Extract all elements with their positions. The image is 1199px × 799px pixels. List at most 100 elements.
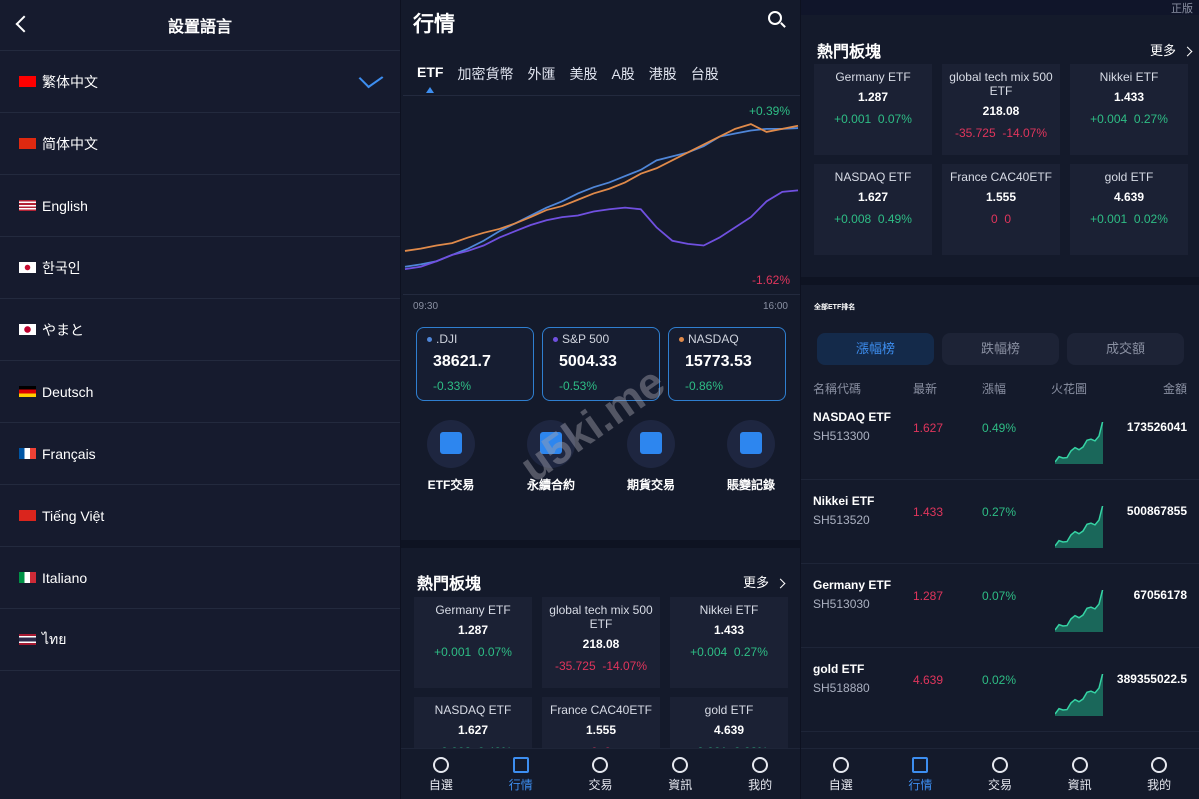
sector-percent: -14.07% — [1002, 126, 1048, 140]
hot-sector-card[interactable]: Nikkei ETF 1.433 +0.004 0.27% — [670, 597, 788, 688]
tab-market[interactable]: 外匯 — [527, 66, 556, 82]
nav-item[interactable]: 資訊 — [640, 749, 720, 799]
language-item[interactable]: Deutsch — [0, 361, 400, 423]
account-record-icon — [740, 432, 762, 454]
nav-item[interactable]: 交易 — [561, 749, 641, 799]
index-card[interactable]: NASDAQ 15773.53 -0.86% — [668, 327, 786, 401]
quick-action[interactable]: 永續合約 — [511, 420, 591, 493]
sector-price: 1.627 — [457, 723, 489, 737]
etf-name: Nikkei ETF — [813, 494, 875, 508]
quick-action[interactable]: 賬變記錄 — [711, 420, 791, 493]
index-name: S&P 500 — [562, 332, 610, 346]
language-item[interactable]: Tiếng Việt — [0, 485, 400, 547]
nav-icon — [432, 757, 449, 773]
etf-amount: 67056178 — [1133, 588, 1187, 602]
nav-item[interactable]: 行情 — [481, 749, 561, 799]
hot-sector-card[interactable]: Germany ETF 1.287 +0.001 0.07% — [414, 597, 532, 688]
tab-market[interactable]: 加密貨幣 — [457, 66, 514, 82]
header: 設置語言 — [0, 0, 400, 51]
sector-name: NASDAQ ETF — [434, 703, 512, 717]
language-item[interactable]: やまと — [0, 299, 400, 361]
nav-label: 交易 — [987, 778, 1012, 792]
taiwan-flag-icon — [19, 76, 36, 87]
table-row[interactable]: gold ETF SH518880 4.639 0.02% 389355022.5 — [801, 648, 1199, 732]
nav-label: 自選 — [428, 778, 453, 792]
language-item[interactable]: Italiano — [0, 547, 400, 609]
sector-change: +0.001 — [1090, 212, 1128, 226]
language-label: やまと — [42, 321, 84, 338]
ranking-tab[interactable]: 跌幅榜 — [942, 333, 1059, 365]
hot-sector-card[interactable]: France CAC40ETF 1.555 0 0 — [942, 164, 1060, 255]
nav-item[interactable]: 行情 — [881, 749, 961, 799]
series-dot-icon — [679, 337, 684, 343]
top-strip — [801, 0, 1199, 15]
etf-change: 0.07% — [982, 589, 1017, 603]
tab-market[interactable]: 台股 — [690, 66, 719, 82]
quick-action-label: 賬變記錄 — [726, 478, 775, 492]
nav-item[interactable]: 我的 — [1119, 749, 1199, 799]
sector-percent: 0.07% — [877, 112, 912, 126]
sector-change: +0.001 — [834, 112, 872, 126]
tab-market[interactable]: A股 — [611, 66, 635, 82]
perpetual-contract-icon — [540, 432, 562, 454]
hot-sector-card[interactable]: global tech mix 500 ETF 218.08 -35.725 -14… — [542, 597, 660, 688]
language-item[interactable]: 繁体中文 — [0, 51, 400, 113]
language-item[interactable]: 한국인 — [0, 237, 400, 299]
nav-item[interactable]: 交易 — [960, 749, 1040, 799]
nav-icon — [512, 757, 529, 773]
ranking-tab[interactable]: 成交額 — [1067, 333, 1184, 365]
hot-sector-card[interactable]: gold ETF 4.639 +0.001 0.02% — [1070, 164, 1188, 255]
language-label: ไทย — [42, 630, 67, 647]
language-item[interactable]: 简体中文 — [0, 113, 400, 175]
hot-sector-card[interactable]: Germany ETF 1.287 +0.001 0.07% — [814, 64, 932, 155]
hot-sector-card[interactable]: NASDAQ ETF 1.627 +0.008 0.49% — [814, 164, 932, 255]
tab-market[interactable]: ETF — [417, 64, 443, 93]
index-card[interactable]: S&P 500 5004.33 -0.53% — [542, 327, 660, 401]
sector-change: +0.001 — [434, 645, 472, 659]
sparkline — [1055, 422, 1104, 464]
nav-item[interactable]: 自選 — [401, 749, 481, 799]
nav-item[interactable]: 資訊 — [1040, 749, 1120, 799]
index-card[interactable]: .DJI 38621.7 -0.33% — [416, 327, 534, 401]
sector-name: gold ETF — [1104, 170, 1154, 184]
quick-action-label: 永續合約 — [526, 478, 575, 492]
korea-flag-icon — [19, 262, 36, 273]
sector-name: Nikkei ETF — [1099, 70, 1159, 84]
tab-market[interactable]: 港股 — [648, 66, 677, 82]
hot-sector-card[interactable]: Nikkei ETF 1.433 +0.004 0.27% — [1070, 64, 1188, 155]
ranking-tab[interactable]: 漲幅榜 — [817, 333, 934, 365]
quick-action[interactable]: ETF交易 — [411, 420, 491, 493]
language-item[interactable]: Français — [0, 423, 400, 485]
sector-name: global tech mix 500 ETF — [949, 70, 1053, 98]
vietnam-flag-icon — [19, 510, 36, 521]
search-icon[interactable] — [768, 11, 782, 25]
sector-percent: 0.49% — [877, 212, 912, 226]
sector-price: 1.555 — [585, 723, 617, 737]
nav-item[interactable]: 我的 — [720, 749, 800, 799]
chart-end-time: 16:00 — [762, 301, 788, 312]
more-link[interactable]: 更多 — [1150, 40, 1191, 59]
quick-action[interactable]: 期貨交易 — [611, 420, 691, 493]
table-row[interactable]: Nikkei ETF SH513520 1.433 0.27% 500867855 — [801, 480, 1199, 564]
nav-label: 行情 — [908, 778, 933, 792]
etf-amount: 500867855 — [1126, 504, 1187, 518]
table-row[interactable]: NASDAQ ETF SH513300 1.627 0.49% 173526041 — [801, 396, 1199, 480]
table-row[interactable]: Germany ETF SH513030 1.287 0.07% 67056178 — [801, 564, 1199, 648]
nav-item[interactable]: 自選 — [801, 749, 881, 799]
index-change: -0.86% — [685, 379, 724, 393]
nav-label: 資訊 — [1067, 778, 1092, 792]
language-item[interactable]: ไทย — [0, 609, 400, 671]
tab-market[interactable]: 美股 — [569, 66, 598, 82]
more-link[interactable]: 更多 — [743, 572, 784, 591]
language-item[interactable]: English — [0, 175, 400, 237]
chart-series-line — [404, 127, 799, 268]
hot-sector-card[interactable]: global tech mix 500 ETF 218.08 -35.725 -14… — [942, 64, 1060, 155]
sector-percent: 0.07% — [477, 645, 512, 659]
nav-icon — [752, 757, 769, 773]
etf-price: 1.287 — [913, 589, 944, 603]
hot-sectors-title: 熱門板塊 — [417, 576, 482, 593]
index-value: 38621.7 — [433, 353, 491, 370]
sparkline — [1055, 590, 1104, 632]
hot-sectors-grid: Germany ETF 1.287 +0.001 0.07% global tech … — [814, 64, 1188, 255]
germany-flag-icon — [19, 386, 36, 397]
